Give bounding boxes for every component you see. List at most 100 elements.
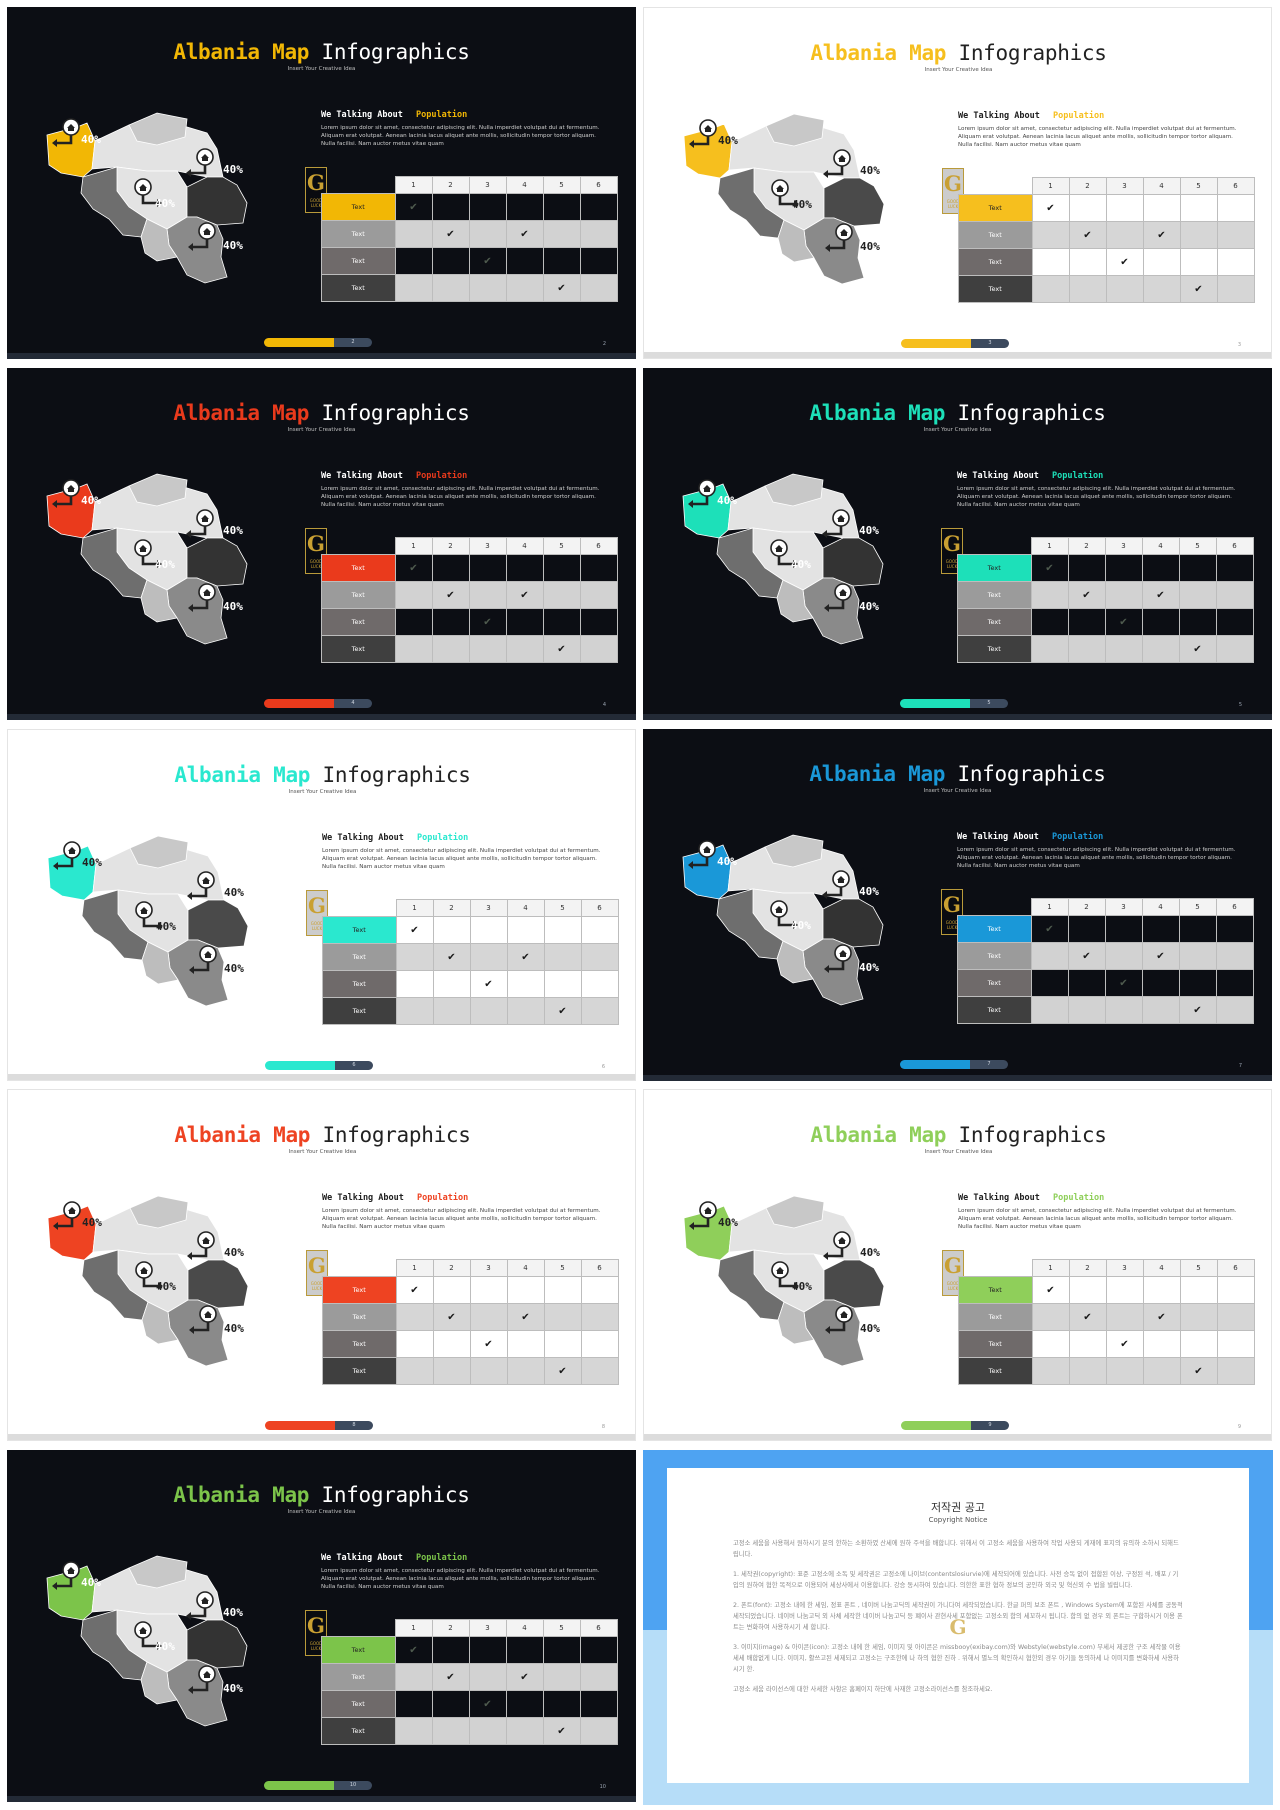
table-column-header: 5	[542, 537, 581, 555]
heading-accent: Population	[416, 110, 468, 120]
copyright-title: 저작권 공고	[930, 1501, 986, 1514]
table-cell	[1141, 969, 1180, 997]
table-row: Text ✔	[957, 554, 1254, 582]
table-row-label: Text	[322, 943, 397, 971]
table-row-label: Text	[321, 608, 396, 636]
copyright-slide: 저작권 공고 Copyright Notice 고정소 세움을 사용해서 원하시…	[643, 1450, 1273, 1805]
table-row: Text ✔	[958, 1276, 1255, 1304]
table-corner	[959, 178, 1033, 195]
map-region-south	[803, 1299, 865, 1367]
table-cell	[431, 635, 470, 663]
table-cell	[506, 1276, 545, 1304]
map-region-southcentral	[140, 579, 178, 623]
table-cell: ✔	[1068, 1303, 1107, 1331]
table-cell	[542, 220, 581, 248]
table-cell	[1104, 915, 1143, 943]
table-cell	[506, 1330, 545, 1358]
table-cell	[468, 554, 507, 582]
pager-accent	[265, 1421, 337, 1430]
table-cell	[542, 247, 581, 275]
slide-title: Albania Map Infographics	[644, 1123, 1271, 1147]
heading-accent: Population	[417, 833, 469, 843]
table-row: Text ✔	[321, 1636, 618, 1664]
slide-title: Albania Map Infographics	[643, 762, 1272, 786]
table-cell: ✔	[505, 1663, 544, 1691]
footer-bar	[7, 353, 636, 359]
home-pin-icon	[186, 148, 214, 177]
heading-lead: We Talking About	[321, 1553, 403, 1563]
table-cell	[1105, 221, 1144, 249]
table-row-label: Text	[957, 554, 1032, 582]
map-label-south: 40%	[860, 240, 880, 253]
map-region-north-central	[764, 834, 824, 868]
logo-caption: GOOD LUCK	[310, 1281, 324, 1291]
copyright-outro: 고정소 세움 라이선스에 대한 사세한 사항은 홈페이지 하단에 사재한 고정소…	[733, 1686, 993, 1693]
table-row-label: Text	[957, 996, 1032, 1024]
table-cell: ✔	[1030, 915, 1069, 943]
table-row-label: Text	[958, 275, 1033, 303]
title-word-map: Map	[908, 401, 946, 425]
table-cell	[469, 1357, 508, 1385]
albania-map: 40% 40% 40% 40%	[682, 473, 884, 645]
table-cell	[506, 970, 545, 998]
map-label-central: 40%	[792, 1280, 812, 1293]
table-cell	[468, 193, 507, 221]
table-row: Text ✔	[322, 997, 619, 1025]
map-region-north-central	[128, 473, 188, 507]
body-paragraph: Lorem ipsum dolor sit amet, consectetur …	[322, 1208, 601, 1230]
footer-bar	[644, 1434, 1271, 1440]
copyright-subtitle: Copyright Notice	[928, 1516, 988, 1524]
slide: Albania Map Infographics Insert Your Cre…	[643, 729, 1272, 1081]
table-cell	[1179, 194, 1218, 222]
check-icon: ✔	[1082, 950, 1091, 962]
check-icon: ✔	[1120, 256, 1129, 268]
map-label-northeast: 40%	[859, 885, 879, 898]
map-label-northeast: 40%	[224, 886, 244, 899]
table-column-header: 2	[1068, 1259, 1107, 1277]
title-word-map: Map	[272, 40, 310, 64]
table-cell	[431, 1717, 470, 1745]
table-row-label: Text	[321, 220, 396, 248]
home-pin-icon	[134, 1621, 162, 1650]
check-icon: ✔	[447, 951, 456, 963]
body-paragraph: Lorem ipsum dolor sit amet, consectetur …	[321, 1568, 600, 1590]
pager-accent	[264, 338, 336, 347]
logo-letter: G	[307, 1613, 325, 1638]
table-cell	[1215, 635, 1254, 663]
map-label-central: 40%	[156, 920, 176, 933]
map-region-south	[802, 938, 864, 1006]
population-table: 1 2 3 4 5 6 Text ✔ Text ✔ ✔ Text ✔ Text ✔	[957, 898, 1254, 1024]
table-row-label: Text	[321, 581, 396, 609]
table-cell	[431, 1690, 470, 1718]
table-cell	[1030, 942, 1069, 970]
home-pin-icon	[770, 900, 798, 929]
table-cell: ✔	[395, 916, 434, 944]
albania-map: 40% 40% 40% 40%	[46, 473, 248, 645]
logo-caption: GOOD LUCK	[309, 559, 323, 569]
table-row: Text ✔	[321, 635, 618, 663]
table-cell: ✔	[394, 1636, 433, 1664]
table-cell	[432, 1276, 471, 1304]
slide-pager: 5	[900, 699, 1008, 708]
table-column-header: 1	[394, 537, 433, 555]
population-table: 1 2 3 4 5 6 Text ✔ Text ✔ ✔ Text ✔ Text ✔	[958, 1259, 1255, 1385]
table-column-header: 3	[1104, 898, 1143, 916]
map-label-northeast: 40%	[860, 1246, 880, 1259]
table-cell	[1216, 248, 1255, 276]
pager-number: 9	[971, 1421, 1009, 1430]
map-label-central: 40%	[155, 558, 175, 571]
table-cell: ✔	[1141, 581, 1180, 609]
map-label-northeast: 40%	[224, 1246, 244, 1259]
table-cell	[431, 193, 470, 221]
logo-letter: G	[308, 1253, 326, 1278]
table-column-header: 4	[1141, 898, 1180, 916]
table-cell	[579, 581, 618, 609]
table-cell	[1142, 194, 1181, 222]
logo-caption: GOOD LUCK	[945, 920, 959, 930]
table-cell	[543, 943, 582, 971]
table-cell	[395, 1303, 434, 1331]
table-cell	[431, 247, 470, 275]
table-column-header: 2	[431, 176, 470, 194]
